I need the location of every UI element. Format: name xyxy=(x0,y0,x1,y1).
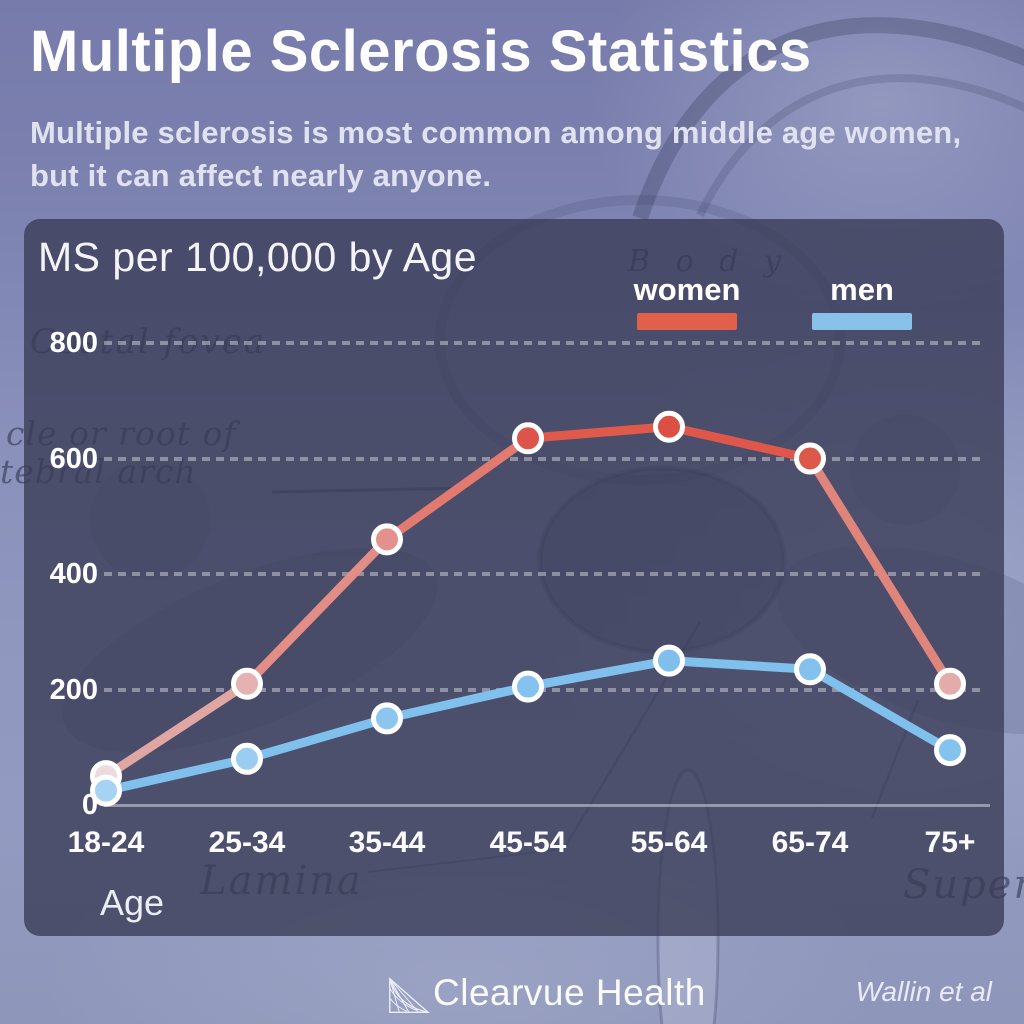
x-tick-label: 75+ xyxy=(924,826,976,859)
x-axis-baseline xyxy=(104,804,990,807)
men-data-point-65-74 xyxy=(794,653,826,686)
x-tick-label: 35-44 xyxy=(348,826,426,859)
x-tick-label: 45-54 xyxy=(489,826,567,859)
women-data-point-75+ xyxy=(934,667,966,700)
men-line-segment xyxy=(242,713,392,764)
vertebra-outline-arc xyxy=(632,17,1024,221)
logo-web-arcs xyxy=(389,988,417,1012)
y-tick-label: 400 xyxy=(49,558,98,590)
legend-swatch-women xyxy=(637,313,737,330)
page-title: Multiple Sclerosis Statistics xyxy=(30,19,812,84)
x-tick-label: 25-34 xyxy=(208,826,286,859)
men-line-segment xyxy=(664,656,815,674)
women-line-segment xyxy=(382,433,533,544)
men-line-segment xyxy=(805,664,955,755)
y-tick-label: 200 xyxy=(49,673,98,706)
men-data-point-35-44 xyxy=(371,702,403,735)
brand-name: Clearvue Health xyxy=(433,972,706,1013)
gridline-800 xyxy=(104,341,986,345)
men-data-point-18-24 xyxy=(90,774,122,807)
page-subtitle: Multiple sclerosis is most common among … xyxy=(30,115,962,193)
men-data-point-25-34 xyxy=(231,742,263,775)
vertebra-inner-arc xyxy=(696,74,1024,217)
women-data-point-55-64 xyxy=(653,410,685,443)
y-tick-label: 600 xyxy=(49,442,98,475)
women-line-segment xyxy=(242,534,392,689)
legend-swatch-men xyxy=(812,313,912,330)
x-tick-label: 55-64 xyxy=(630,826,708,859)
men-line-segment xyxy=(382,682,533,723)
gridline-200 xyxy=(104,687,986,692)
men-line-segment xyxy=(101,754,252,796)
chart-panel xyxy=(24,219,1004,936)
women-line-segment xyxy=(523,422,674,443)
x-tick-label: 65-74 xyxy=(771,826,849,859)
women-data-point-45-54 xyxy=(512,422,544,455)
chart-title: MS per 100,000 by Age xyxy=(38,234,478,280)
y-tick-label: 800 xyxy=(49,327,98,359)
logo-triangle xyxy=(389,977,430,1013)
women-line-segment xyxy=(101,679,252,781)
logo-rays xyxy=(389,978,419,1013)
women-line-segment xyxy=(805,454,955,689)
women-data-point-65-74 xyxy=(794,442,826,475)
men-data-point-75+ xyxy=(934,734,966,767)
gridline-600 xyxy=(104,456,986,461)
legend-label-men: men xyxy=(830,272,894,307)
women-data-point-25-34 xyxy=(231,667,263,700)
x-tick-label: 18-24 xyxy=(67,826,145,859)
men-data-point-45-54 xyxy=(512,670,544,703)
women-data-point-35-44 xyxy=(371,523,403,556)
men-data-point-55-64 xyxy=(653,644,685,677)
women-line-segment xyxy=(664,422,815,463)
men-line-segment xyxy=(523,656,674,692)
source-citation: Wallin et al xyxy=(855,976,992,1007)
clearvue-health-logo-icon xyxy=(389,977,430,1013)
x-axis-title: Age xyxy=(100,882,165,923)
legend-label-women: women xyxy=(633,272,741,307)
gridline-400 xyxy=(104,572,986,576)
